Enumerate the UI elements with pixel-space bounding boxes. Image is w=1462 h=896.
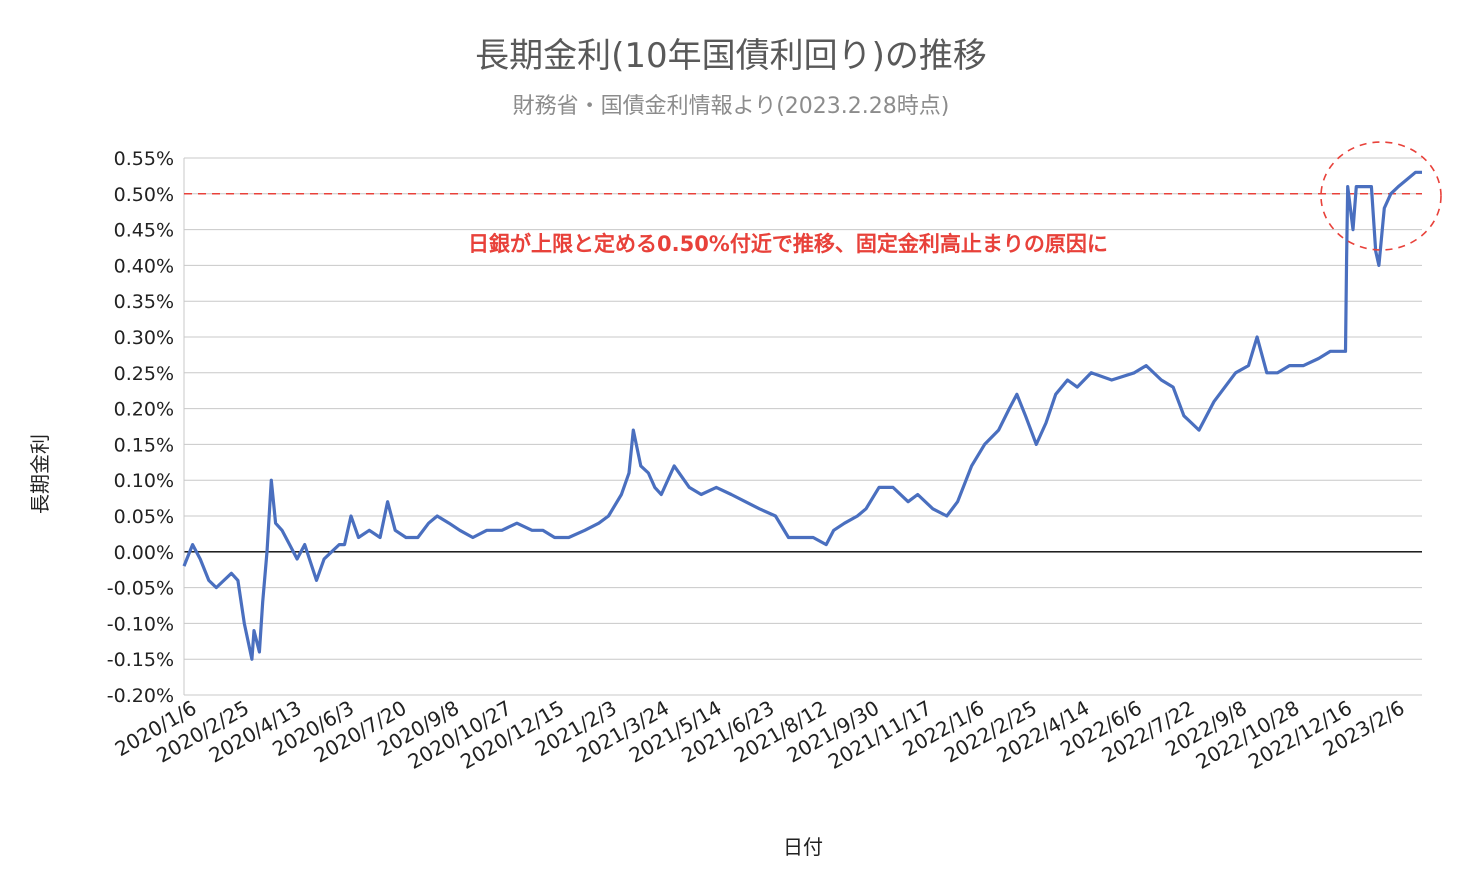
chart-subtitle: 財務省・国債金利情報より(2023.2.28時点) [512, 94, 950, 119]
y-tick-label: 0.30% [114, 327, 174, 349]
x-axis-ticks: 2020/1/62020/2/252020/4/132020/6/32020/7… [111, 696, 1409, 774]
y-axis-ticks: 0.55% 0.50% 0.45% 0.40% 0.35% 0.30% 0.25% 0.20%… [107, 148, 174, 707]
y-tick-label: 0.20% [114, 399, 174, 421]
highlight-ellipse [1320, 141, 1442, 251]
y-tick-label: 0.00% [114, 542, 174, 564]
y-tick-label: 0.15% [114, 434, 174, 456]
y-tick-label: -0.20% [107, 685, 174, 707]
y-tick-label: 0.40% [114, 255, 174, 277]
y-tick-label: 0.05% [114, 506, 174, 528]
y-tick-label: 0.55% [114, 148, 174, 170]
y-tick-label: 0.45% [114, 220, 174, 242]
y-tick-label: 0.25% [114, 363, 174, 385]
x-axis-title: 日付 [783, 835, 823, 859]
annotation-text: 日銀が上限と定める0.50%付近で推移、固定金利高止まりの原因に [468, 232, 1108, 256]
chart-title: 長期金利(10年国債利回り)の推移 [475, 36, 987, 76]
grid-lines [183, 157, 1422, 696]
series-line [182, 170, 1422, 661]
y-tick-label: -0.05% [107, 578, 174, 600]
y-tick-label: 0.35% [114, 291, 174, 313]
y-tick-label: 0.10% [114, 470, 174, 492]
y-tick-label: -0.10% [107, 613, 174, 635]
y-tick-label: 0.50% [114, 184, 174, 206]
y-axis-title: 長期金利 [28, 434, 52, 514]
y-tick-label: -0.15% [107, 649, 174, 671]
